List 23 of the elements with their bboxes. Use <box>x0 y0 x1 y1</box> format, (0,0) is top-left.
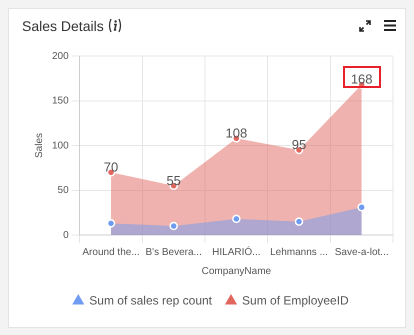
data-label: 70 <box>104 159 118 174</box>
data-label: 55 <box>166 172 181 188</box>
x-tick-label: Lehmanns ... <box>270 246 328 258</box>
legend-label: Sum of EmployeeID <box>242 293 350 308</box>
data-label: 108 <box>225 125 248 140</box>
y-tick-label: 100 <box>52 140 70 152</box>
x-axis-title: CompanyName <box>202 266 272 277</box>
point <box>169 222 178 230</box>
point <box>294 217 304 226</box>
x-tick-label: Around the... <box>82 246 140 258</box>
x-tick-label: B's Bevera... <box>145 246 202 258</box>
legend-label: Sum of sales rep count <box>89 293 213 308</box>
y-tick-label: 200 <box>52 50 70 62</box>
y-tick-label: 150 <box>52 96 70 106</box>
y-axis-title: Sales <box>34 132 45 158</box>
data-label: 95 <box>292 137 306 152</box>
data-label: 168 <box>350 72 373 87</box>
y-tick-label: 50 <box>58 185 70 196</box>
y-tick-label: 0 <box>63 230 70 241</box>
x-tick-label: Save-a-lot... <box>334 246 389 258</box>
point <box>232 214 241 224</box>
x-tick-label: HILARIÓ... <box>212 246 261 258</box>
chart-title: Sales Details <box>22 18 104 34</box>
